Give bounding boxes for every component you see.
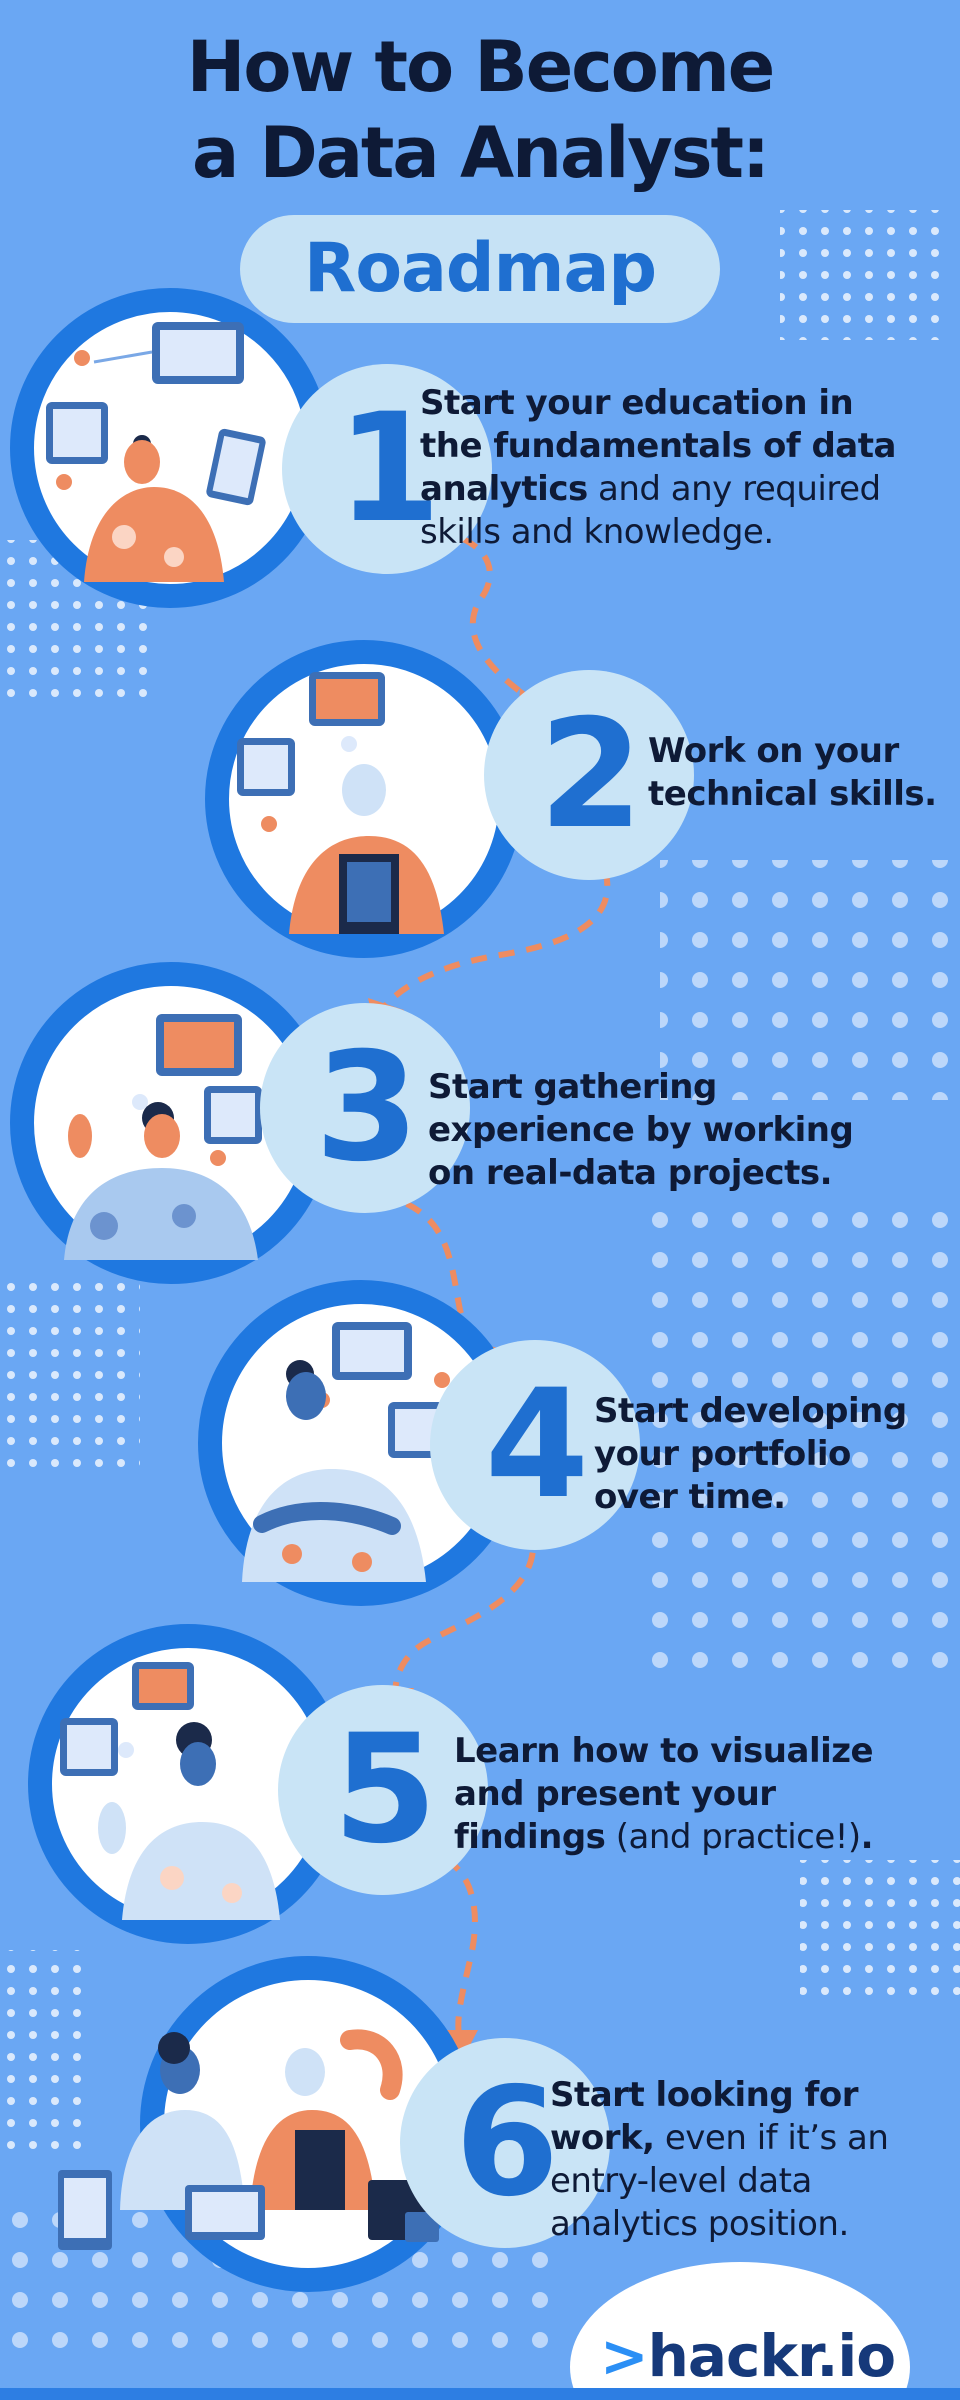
title-line-1: How to Become <box>186 26 775 108</box>
step-3-text-bold: Start gathering experience by working on… <box>428 1067 854 1193</box>
step-5-number: 5 <box>332 1703 437 1877</box>
step-6-text-regular: even if it’s an entry-level data analyti… <box>550 2118 889 2244</box>
step-2-text: Work on your technical skills. <box>648 730 948 816</box>
step-6-number: 6 <box>454 2056 559 2230</box>
connector-2-3 <box>377 869 611 1014</box>
connector-4-5 <box>392 1524 536 1696</box>
step-6-text-bold: Start looking for work, <box>550 2075 858 2158</box>
step-6-number-circle <box>400 2038 610 2248</box>
step-2-number: 2 <box>538 688 643 862</box>
analyst-with-tablet-icon <box>237 672 444 934</box>
step-4-text: Start developing your portfolio over tim… <box>594 1390 944 1519</box>
step-5-text: Learn how to visualize and present your … <box>454 1730 874 1859</box>
step-3-number: 3 <box>314 1021 419 1195</box>
connector-5-6 <box>419 1847 478 2041</box>
step-1-number-circle <box>282 364 492 574</box>
step-1-text: Start your education in the fundamentals… <box>420 382 920 554</box>
step-3-number-circle <box>260 1003 470 1213</box>
step-1-text-regular: and any required skills and knowledge. <box>420 469 881 552</box>
step-3-text: Start gathering experience by working on… <box>428 1066 898 1195</box>
title-line-2: a Data Analyst: <box>191 112 770 194</box>
step-1-number: 1 <box>336 382 441 556</box>
subtitle-pill <box>240 215 720 323</box>
step-2-text-bold: Work on your technical skills. <box>648 731 937 814</box>
analyst-pointing-icon <box>60 1662 280 1920</box>
step-2-illustration <box>205 640 523 958</box>
logo-text: hackr.io <box>647 2322 896 2390</box>
step-4-text-bold: Start developing your portfolio over tim… <box>594 1391 907 1517</box>
step-6-text: Start looking for work, even if it’s an … <box>550 2074 940 2246</box>
step-5-text-bold: Learn how to visualize and present your … <box>454 1731 874 1857</box>
bottom-bar <box>0 2388 960 2400</box>
hackr-io-logo: >hackr.io <box>600 2316 900 2396</box>
team-at-desk-icon <box>58 2029 439 2250</box>
step-5-text-regular: (and practice!) <box>605 1817 861 1857</box>
step-4-number-circle <box>430 1340 640 1550</box>
step-4-number: 4 <box>484 1358 589 1532</box>
step-5-text-period: . <box>860 1817 874 1857</box>
logo-chevron: > <box>600 2322 649 2390</box>
step-1-text-bold: Start your education in the fundamentals… <box>420 383 896 509</box>
step-2-number-circle <box>484 670 694 880</box>
step-5-number-circle <box>278 1685 488 1895</box>
analyst-presenting-icon <box>64 1014 262 1260</box>
analyst-at-screens-icon <box>46 322 266 582</box>
subtitle: Roadmap <box>303 229 657 308</box>
